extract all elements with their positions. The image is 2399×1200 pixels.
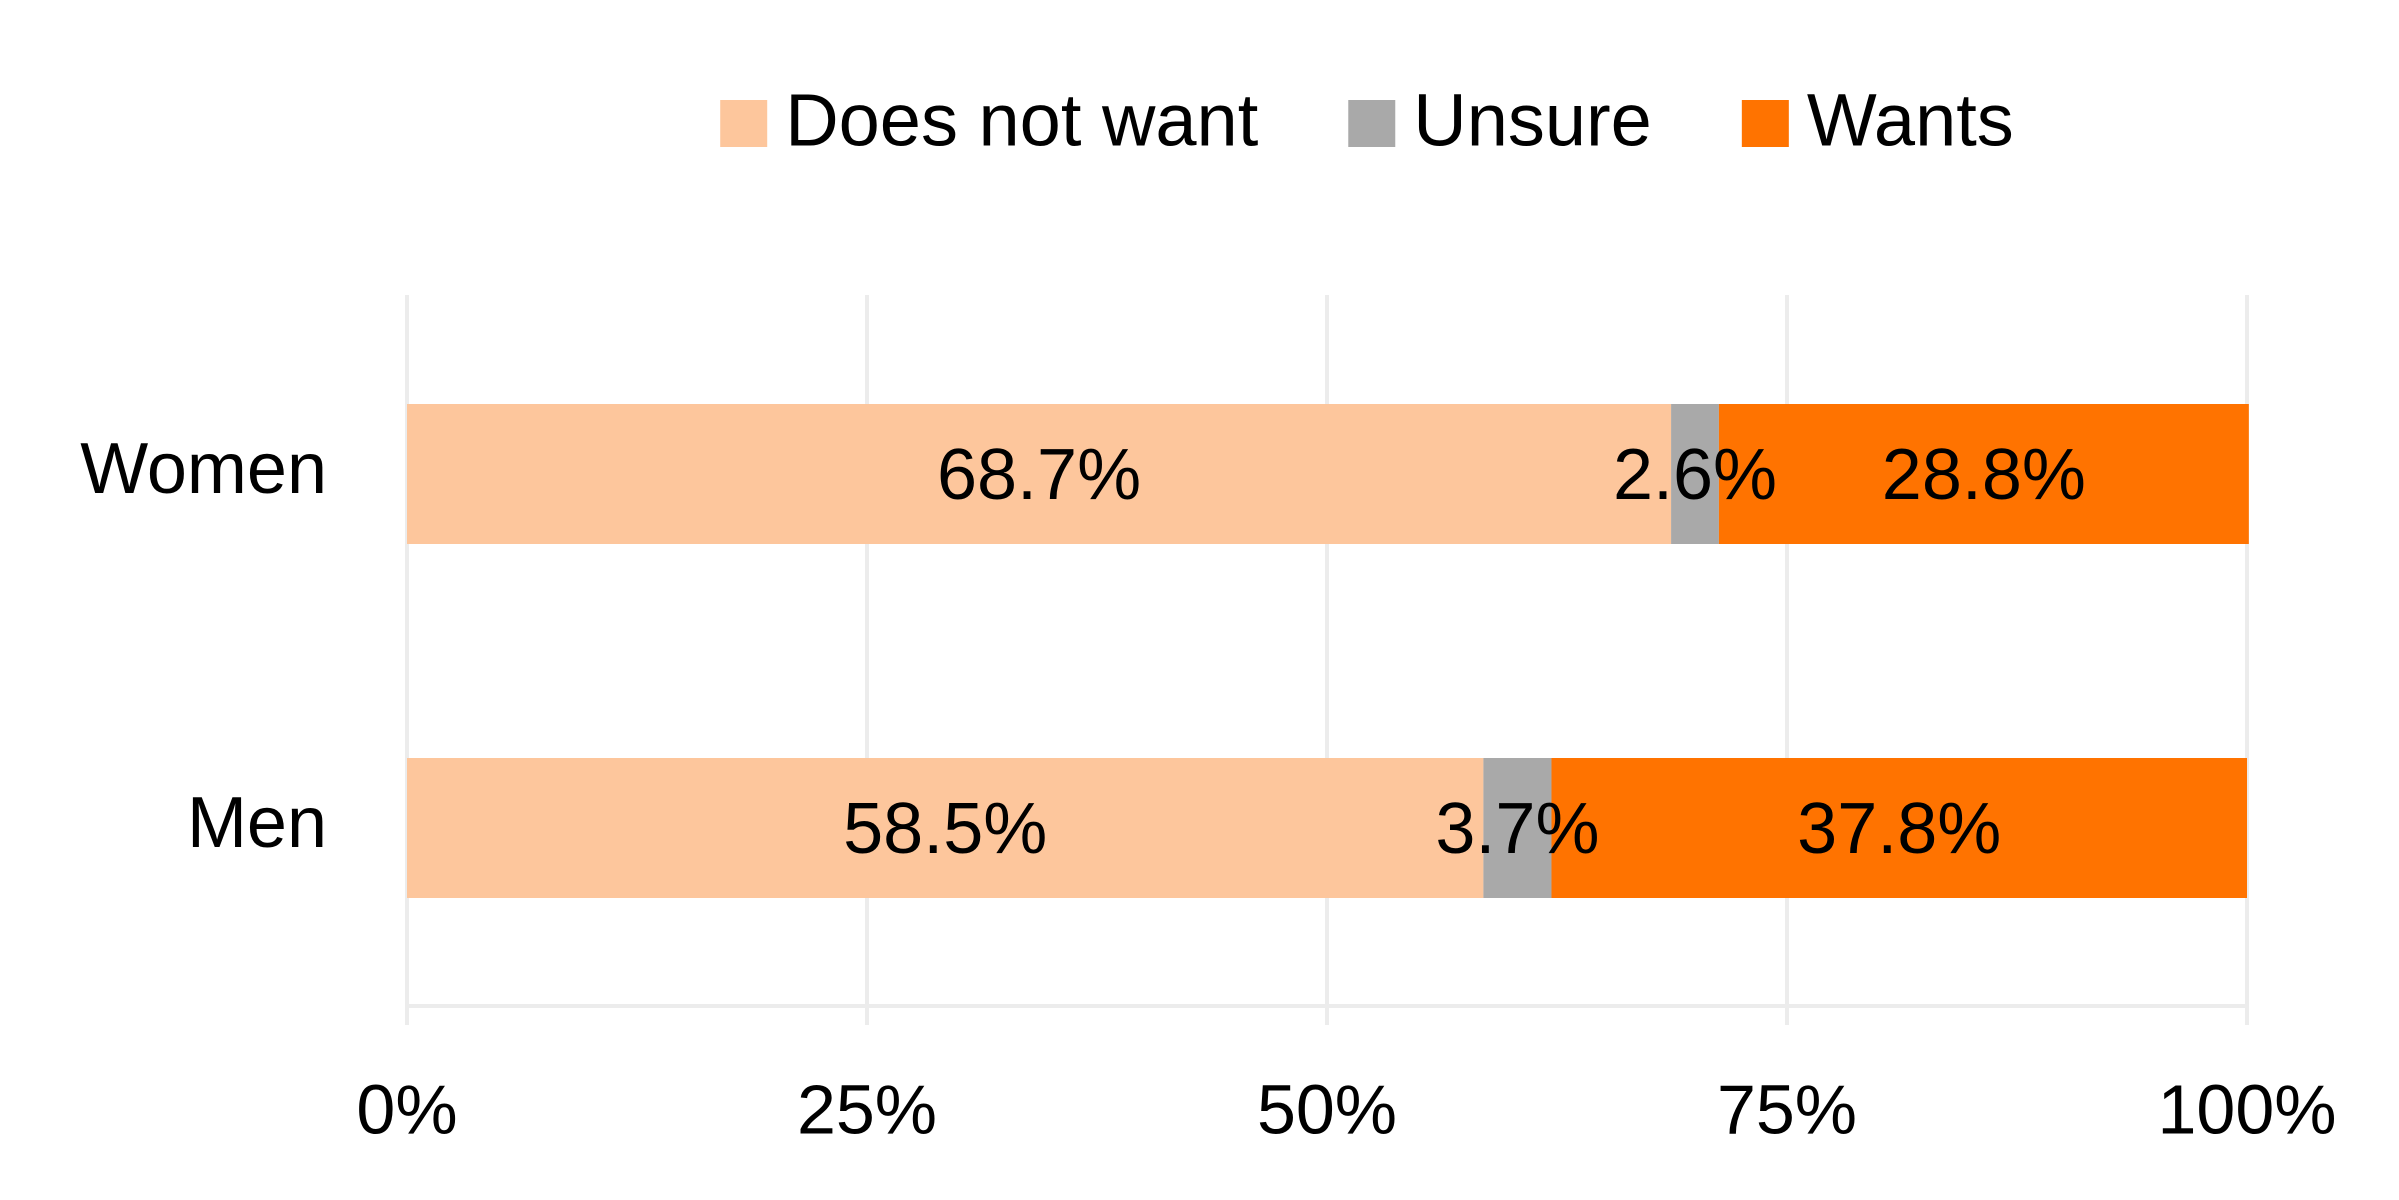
x-tick-label: 0% (356, 1070, 457, 1148)
bar-segment (1551, 758, 2247, 898)
data-label: 28.8% (1882, 435, 2086, 515)
legend-item: Wants (1741, 79, 2014, 162)
data-label: 58.5% (843, 789, 1047, 869)
bar-segment (1718, 404, 2249, 544)
x-tick-label: 75% (1717, 1070, 1857, 1148)
x-tick-label: 50% (1257, 1070, 1397, 1148)
legend-swatch (720, 100, 768, 147)
data-label: 37.8% (1797, 789, 2001, 869)
bar-segment (407, 404, 1672, 544)
x-tick-label: 100% (2157, 1070, 2336, 1148)
legend-item: Unsure (1348, 79, 1652, 162)
bar-segment (1671, 404, 1719, 544)
x-tick-label: 25% (797, 1070, 937, 1148)
category-label: Women (80, 429, 327, 509)
bar-segment (407, 758, 1484, 898)
bar-segment (1483, 758, 1552, 898)
legend-label: Wants (1807, 79, 2014, 162)
legend-item: Does not want (720, 79, 1259, 162)
category-label: Men (187, 783, 327, 863)
legend-swatch (1348, 100, 1396, 147)
data-label: 2.6% (1613, 435, 1777, 515)
data-label: 68.7% (937, 435, 1141, 515)
legend-label: Unsure (1413, 79, 1652, 162)
data-label: 3.7% (1435, 789, 1599, 869)
legend-swatch (1741, 100, 1789, 147)
legend-label: Does not want (785, 79, 1258, 162)
